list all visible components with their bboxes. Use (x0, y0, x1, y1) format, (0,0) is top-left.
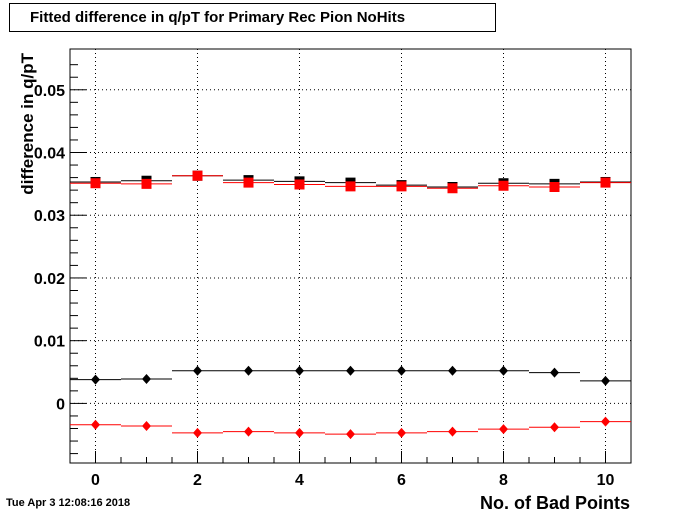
series-2-point (499, 365, 508, 376)
y-tick-label: 0.01 (34, 334, 65, 351)
x-tick-label: 0 (91, 472, 100, 489)
series-1-point (345, 181, 356, 192)
series-1-point (192, 170, 203, 181)
y-tick-label: 0 (56, 396, 65, 413)
series-3-point (193, 427, 202, 438)
series-1-point (243, 177, 254, 188)
plot-frame (69, 48, 632, 464)
series-3-point (397, 427, 406, 438)
series-3-point (499, 424, 508, 435)
series-2-point (244, 365, 253, 376)
series-1-point (90, 178, 101, 189)
series-2-point (448, 365, 457, 376)
y-tick-label: 0.02 (34, 271, 65, 288)
series-2-point (91, 374, 100, 385)
x-axis-label: No. of Bad Points (480, 493, 630, 513)
y-tick-label: 0.05 (34, 83, 65, 100)
series-2-point (295, 365, 304, 376)
chart-title-box: Fitted difference in q/pT for Primary Re… (9, 3, 496, 32)
series-2-point (193, 365, 202, 376)
series-2-point (142, 373, 151, 384)
series-2-point (346, 365, 355, 376)
series-1-point (294, 179, 305, 190)
series-1-point (600, 177, 611, 188)
series-1-point (141, 178, 152, 189)
y-tick-label: 0.03 (34, 208, 65, 225)
series-2-point (397, 365, 406, 376)
series-1-point (549, 182, 560, 192)
timestamp: Tue Apr 3 12:08:16 2018 (6, 497, 131, 509)
series-1-point (447, 183, 458, 194)
series-3-point (346, 429, 355, 440)
series-3-point (244, 426, 253, 437)
y-tick-label: 0.04 (34, 146, 65, 163)
series-3-point (295, 427, 304, 438)
series-1-point (498, 180, 509, 191)
series-2-point (601, 375, 610, 386)
series-3-point (550, 422, 559, 433)
y-axis-label: difference in q/pT (18, 52, 37, 194)
x-tick-label: 8 (499, 472, 508, 489)
series-3-point (91, 419, 100, 430)
series-3-point (601, 416, 610, 427)
x-tick-label: 6 (397, 472, 406, 489)
x-tick-label: 10 (597, 472, 615, 489)
series-3-point (448, 426, 457, 437)
series-3-point (142, 420, 151, 431)
chart-title: Fitted difference in q/pT for Primary Re… (30, 9, 406, 26)
series-1-point (396, 181, 407, 192)
series-2-point (550, 367, 559, 378)
x-tick-label: 2 (193, 472, 202, 489)
x-tick-label: 4 (295, 472, 304, 489)
